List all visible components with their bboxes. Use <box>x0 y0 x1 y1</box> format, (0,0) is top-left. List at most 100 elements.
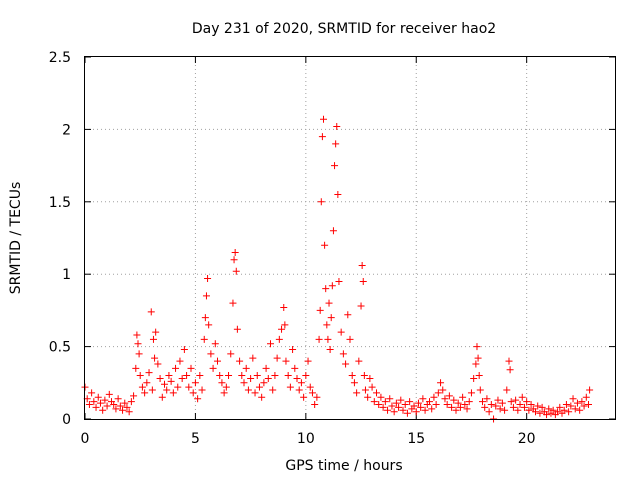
data-point <box>244 386 252 394</box>
y-tick-label: 1 <box>62 267 71 283</box>
data-point <box>125 408 133 416</box>
data-point <box>485 408 493 416</box>
data-point <box>475 372 483 380</box>
data-point <box>191 379 199 387</box>
data-point <box>386 395 394 403</box>
data-point <box>479 398 486 406</box>
data-point <box>233 325 241 333</box>
data-point <box>136 372 144 380</box>
data-point <box>476 386 484 394</box>
data-point <box>119 406 127 414</box>
data-point <box>198 386 206 394</box>
data-point <box>147 308 155 316</box>
data-point <box>506 366 514 374</box>
data-point <box>496 405 504 413</box>
data-point <box>96 399 104 407</box>
data-point <box>321 241 329 249</box>
data-point <box>375 401 383 409</box>
data-point <box>370 398 378 406</box>
data-point <box>88 389 96 397</box>
data-point <box>498 399 506 407</box>
data-point <box>205 321 213 329</box>
x-axis-label: GPS time / hours <box>285 458 402 474</box>
data-point <box>324 335 332 343</box>
data-point <box>494 396 502 404</box>
data-point <box>381 398 389 406</box>
data-point <box>397 396 405 404</box>
data-point <box>251 389 259 397</box>
data-point <box>267 340 274 348</box>
data-point <box>172 364 180 372</box>
data-point <box>281 321 289 329</box>
data-point <box>503 386 511 394</box>
data-point <box>127 398 135 406</box>
data-point <box>507 398 515 406</box>
data-point <box>149 335 157 343</box>
data-point <box>461 401 469 409</box>
data-point <box>145 369 153 377</box>
data-point <box>368 383 376 391</box>
data-point <box>465 398 473 406</box>
data-point <box>161 380 168 388</box>
data-point <box>227 350 235 358</box>
data-point <box>222 383 230 391</box>
data-point <box>571 405 579 413</box>
data-point <box>578 398 586 406</box>
data-point <box>325 299 333 307</box>
data-point <box>218 379 226 387</box>
data-point <box>90 398 98 406</box>
data-point <box>410 402 418 410</box>
data-point <box>286 383 294 391</box>
data-point <box>384 406 392 414</box>
data-point <box>344 311 352 319</box>
data-point <box>379 403 387 411</box>
data-point <box>264 374 272 382</box>
data-point <box>230 256 238 264</box>
data-point <box>183 372 191 380</box>
data-point <box>238 372 246 380</box>
data-point <box>201 314 209 322</box>
data-point <box>545 405 553 413</box>
y-tick-label: 0 <box>62 412 71 428</box>
data-point <box>295 386 303 394</box>
data-point <box>214 357 221 365</box>
data-point <box>327 314 335 322</box>
data-point <box>360 372 368 380</box>
data-point <box>306 383 314 391</box>
data-point <box>123 403 131 411</box>
data-point <box>358 262 366 270</box>
data-point <box>196 372 204 380</box>
data-point <box>284 372 292 380</box>
data-point <box>472 360 480 368</box>
data-point <box>304 357 312 365</box>
data-point <box>543 411 551 419</box>
data-point <box>220 389 228 397</box>
data-point <box>527 401 535 409</box>
data-point <box>323 321 331 329</box>
data-point <box>132 364 140 372</box>
data-point <box>116 402 124 410</box>
data-point <box>445 392 453 400</box>
data-point <box>516 401 524 409</box>
data-point <box>255 383 263 391</box>
data-point <box>430 393 438 401</box>
data-point <box>158 393 166 401</box>
data-point <box>549 406 557 414</box>
data-point <box>406 398 414 406</box>
data-point <box>326 345 334 353</box>
data-point <box>390 408 398 416</box>
data-point <box>112 405 120 413</box>
data-point <box>456 403 464 411</box>
data-point <box>329 227 337 235</box>
data-point <box>178 374 186 382</box>
data-point <box>154 360 162 368</box>
data-point <box>357 302 365 310</box>
x-tick-label: 0 <box>81 431 90 447</box>
data-point <box>580 402 588 410</box>
data-point <box>454 399 462 407</box>
data-point <box>334 191 342 199</box>
data-point <box>318 133 326 141</box>
data-point <box>114 395 122 403</box>
data-point <box>335 277 343 285</box>
